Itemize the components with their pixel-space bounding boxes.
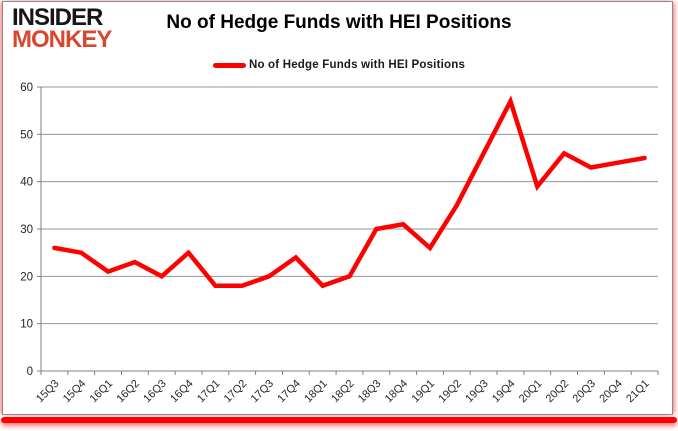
x-tick-label: 18Q4 — [383, 378, 411, 406]
chart-frame — [2, 1, 673, 415]
bottom-accent-bar — [1, 417, 677, 423]
x-tick-label: 21Q1 — [624, 378, 652, 406]
x-tick-label: 15Q4 — [61, 378, 89, 406]
y-tick-label: 50 — [20, 129, 33, 141]
x-tick-label: 18Q2 — [329, 378, 357, 406]
chart-title: No of Hedge Funds with HEI Positions — [166, 12, 512, 33]
chart-legend: No of Hedge Funds with HEI Positions — [0, 59, 678, 71]
y-tick-label: 0 — [27, 366, 33, 378]
data-line — [52, 95, 647, 289]
x-tick-label: 16Q1 — [88, 378, 116, 406]
logo-line-insider: INSIDER — [12, 4, 103, 31]
y-tick-label: 20 — [20, 271, 33, 283]
x-tick-label: 17Q2 — [222, 378, 250, 406]
y-tick-label: 30 — [20, 224, 33, 236]
x-tick-label: 19Q2 — [436, 378, 464, 406]
legend-label: No of Hedge Funds with HEI Positions — [248, 59, 466, 71]
x-tick-label: 18Q3 — [356, 378, 384, 406]
y-tick-label: 10 — [20, 319, 33, 331]
y-tick-label: 60 — [20, 82, 33, 94]
x-tick-label: 17Q4 — [275, 378, 303, 406]
x-tick-label: 20Q3 — [571, 378, 599, 406]
x-tick-label: 17Q3 — [249, 378, 277, 406]
logo-line-monkey: MONKEY — [12, 26, 112, 54]
x-tick-label: 17Q1 — [195, 378, 223, 406]
x-tick-label: 20Q2 — [544, 378, 572, 406]
x-tick-label: 20Q1 — [517, 378, 545, 406]
x-tick-label: 20Q4 — [597, 378, 625, 406]
x-tick-label: 16Q2 — [114, 378, 142, 406]
x-tick-label: 19Q4 — [490, 378, 518, 406]
x-tick-label: 15Q3 — [34, 378, 62, 406]
x-tick-label: 19Q1 — [410, 378, 438, 406]
x-tick-label: 19Q3 — [463, 378, 491, 406]
insider-monkey-logo: INSIDER MONKEY — [12, 4, 112, 54]
legend-line-swatch — [212, 62, 246, 68]
y-tick-label: 40 — [20, 177, 33, 189]
x-tick-label: 18Q1 — [302, 378, 330, 406]
x-tick-label: 16Q4 — [168, 378, 196, 406]
x-tick-label: 16Q3 — [141, 378, 169, 406]
